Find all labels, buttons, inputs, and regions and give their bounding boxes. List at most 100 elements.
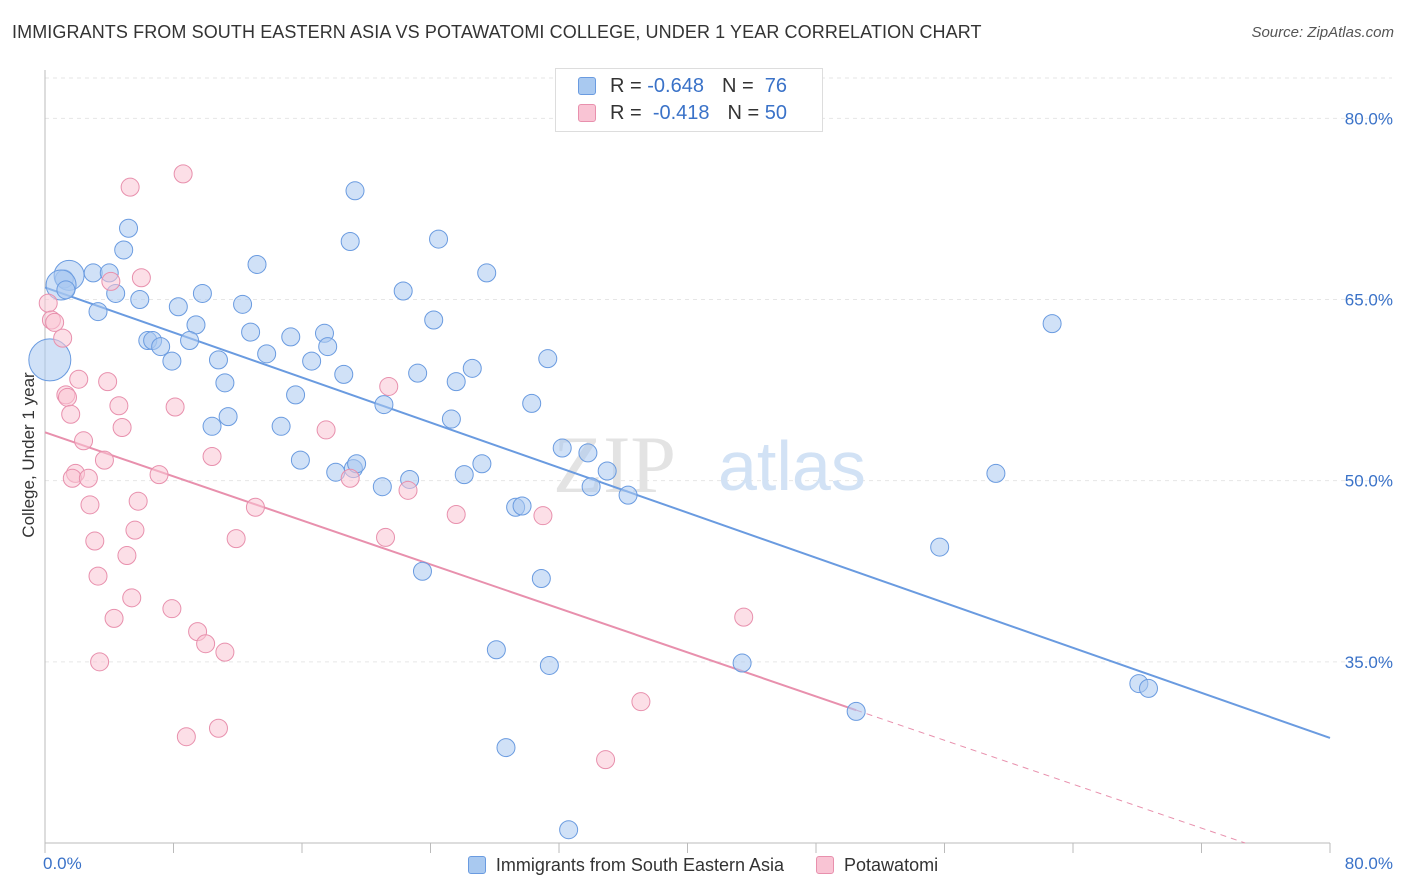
point-seasia xyxy=(986,463,1006,483)
point-potawatomi xyxy=(104,608,124,628)
point-potawatomi xyxy=(109,396,129,416)
point-seasia xyxy=(208,350,228,370)
point-seasia xyxy=(512,496,532,516)
watermark-zip: ZIP xyxy=(553,419,676,510)
point-seasia xyxy=(559,820,579,840)
legend-n-label: N = xyxy=(721,74,754,97)
point-seasia xyxy=(374,395,394,415)
point-seasia xyxy=(233,294,253,314)
point-seasia xyxy=(318,337,338,357)
point-potawatomi xyxy=(196,634,216,654)
point-potawatomi xyxy=(596,750,616,770)
point-seasia xyxy=(552,438,572,458)
point-seasia xyxy=(302,351,322,371)
point-potawatomi xyxy=(80,495,100,515)
point-seasia xyxy=(538,349,558,369)
point-seasia xyxy=(290,450,310,470)
legend-r-label: R = xyxy=(610,74,642,97)
point-potawatomi xyxy=(734,607,754,627)
point-seasia xyxy=(618,485,638,505)
point-seasia xyxy=(151,337,171,357)
point-seasia xyxy=(732,653,752,673)
point-seasia xyxy=(477,263,497,283)
point-potawatomi xyxy=(202,447,222,466)
trend-line xyxy=(44,431,857,712)
y-tick-label: 80.0% xyxy=(1345,109,1393,128)
watermark: ZIP atlas xyxy=(553,419,866,510)
point-seasia xyxy=(446,372,466,392)
bottom-legend-item-seasia: Immigrants from South Eastern Asia xyxy=(467,854,785,876)
x-tick-label: 0.0% xyxy=(43,854,82,873)
trend-lines xyxy=(44,286,1331,844)
point-potawatomi xyxy=(117,546,137,566)
y-tick-label: 50.0% xyxy=(1345,472,1393,491)
point-seasia xyxy=(372,477,392,497)
bottom-legend-swatch-potawatomi xyxy=(816,856,835,874)
point-potawatomi xyxy=(57,387,77,407)
point-seasia xyxy=(597,461,617,481)
point-potawatomi xyxy=(101,271,121,291)
point-seasia xyxy=(271,416,291,436)
point-seasia xyxy=(130,289,150,309)
point-potawatomi xyxy=(85,531,105,551)
source-label: Source: ZipAtlas.com xyxy=(1251,24,1394,41)
chart-title: IMMIGRANTS FROM SOUTH EASTERN ASIA VS PO… xyxy=(12,22,982,42)
point-potawatomi xyxy=(125,520,145,540)
point-potawatomi xyxy=(631,692,651,712)
legend-row-seasia: R = -0.648 N = 76 xyxy=(578,73,787,99)
point-seasia xyxy=(496,738,516,758)
point-seasia xyxy=(522,393,542,413)
point-seasia xyxy=(1138,678,1158,698)
legend-box: R = -0.648 N = 76 R = -0.418 N = 50 xyxy=(555,68,823,132)
legend-swatch-seasia xyxy=(578,77,596,95)
point-seasia xyxy=(424,310,444,330)
point-seasia xyxy=(581,477,601,497)
point-potawatomi xyxy=(53,328,73,348)
point-seasia xyxy=(578,443,598,463)
point-potawatomi xyxy=(340,468,360,488)
legend-n-label: N = xyxy=(727,101,760,124)
point-potawatomi xyxy=(62,468,82,488)
point-seasia xyxy=(486,640,506,660)
point-potawatomi xyxy=(173,164,193,184)
point-seasia xyxy=(168,297,188,317)
point-potawatomi xyxy=(446,504,466,524)
point-potawatomi xyxy=(69,369,89,389)
point-potawatomi xyxy=(78,468,98,488)
point-potawatomi xyxy=(208,718,228,738)
point-seasia xyxy=(429,229,449,249)
legend-n-value: 76 xyxy=(764,74,788,97)
trend-line xyxy=(44,286,1331,739)
point-seasia xyxy=(345,181,365,201)
point-seasia xyxy=(454,465,474,485)
point-seasia xyxy=(56,280,76,300)
point-seasia xyxy=(930,537,950,557)
watermark-atlas: atlas xyxy=(718,427,866,505)
point-seasia xyxy=(28,338,72,382)
bottom-legend-label-seasia: Immigrants from South Eastern Asia xyxy=(495,854,785,875)
point-potawatomi xyxy=(38,293,58,313)
point-seasia xyxy=(215,373,235,393)
point-potawatomi xyxy=(316,420,336,440)
point-seasia xyxy=(286,385,306,405)
point-potawatomi xyxy=(120,177,140,197)
point-seasia xyxy=(462,358,482,378)
point-potawatomi xyxy=(165,397,185,417)
point-seasia xyxy=(412,561,432,581)
point-potawatomi xyxy=(128,491,148,511)
x-tick-label: 80.0% xyxy=(1345,854,1393,873)
legend-n-value: 50 xyxy=(764,101,788,124)
point-potawatomi xyxy=(215,642,235,662)
point-seasia xyxy=(88,302,108,322)
point-potawatomi xyxy=(112,418,132,438)
legend-r-value: -0.648 xyxy=(647,74,704,97)
bottom-legend-item-potawatomi: Potawatomi xyxy=(816,855,938,876)
legend-r-value: -0.418 xyxy=(652,101,710,124)
grid-lines xyxy=(45,77,1392,663)
point-seasia xyxy=(393,281,413,301)
point-seasia xyxy=(83,263,103,283)
point-seasia xyxy=(218,407,238,427)
point-potawatomi xyxy=(98,372,118,392)
point-seasia xyxy=(846,701,866,721)
bottom-legend-label-potawatomi: Potawatomi xyxy=(844,854,939,875)
